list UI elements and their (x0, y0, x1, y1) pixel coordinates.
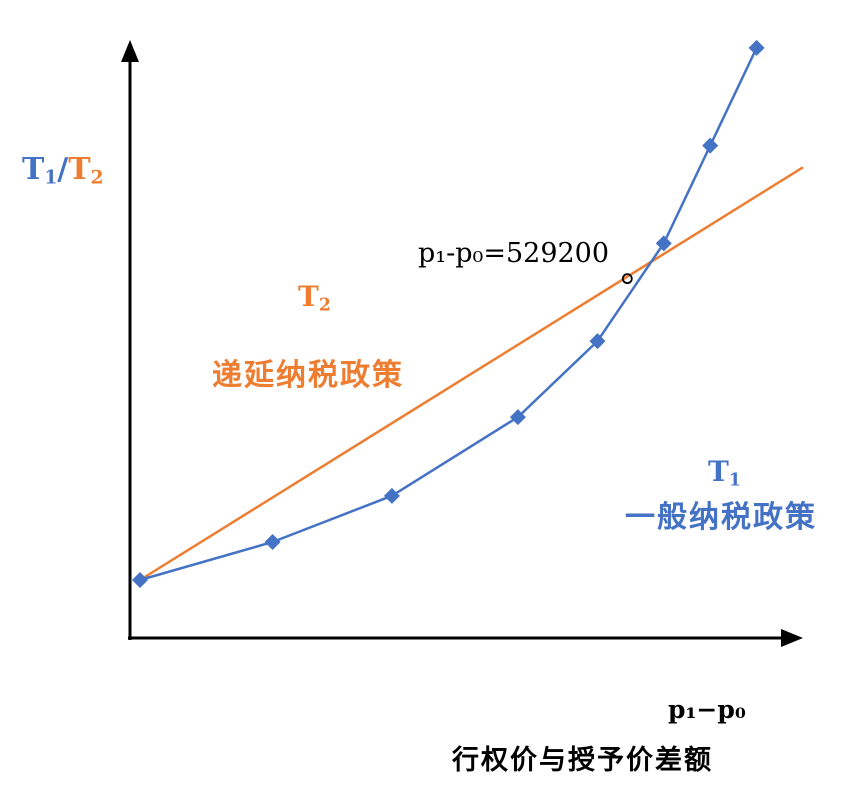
annotation-layer (621, 273, 633, 285)
data-point-t1-6 (702, 137, 719, 154)
y-label-separator: / (57, 152, 69, 187)
series-line-t1 (139, 47, 758, 582)
data-point-t1-5 (655, 235, 672, 252)
y-label-t1: T1 (22, 152, 58, 189)
data-point-t1-1 (264, 533, 281, 550)
intersection-annotation: p₁-p₀=529200 (418, 238, 610, 269)
y-label-t2: T2 (68, 152, 104, 189)
series-t2-symbol: T2 (298, 280, 331, 316)
series-layer (132, 39, 804, 588)
intersection-point-0 (621, 273, 633, 285)
series-line-t2 (139, 166, 804, 582)
x-axis-symbol-label: p₁−p₀ (668, 695, 746, 724)
y-axis-label: T1/T2 (22, 152, 104, 189)
x-axis-arrow (781, 629, 803, 647)
data-point-t1-2 (383, 487, 400, 504)
data-point-t1-7 (748, 39, 765, 56)
data-point-t1-0 (132, 572, 148, 588)
series-t1-symbol: T1 (708, 455, 741, 491)
data-point-t1-4 (589, 333, 606, 350)
series-t2-description: 递延纳税政策 (212, 358, 404, 393)
y-axis-arrow (121, 40, 139, 62)
data-point-t1-3 (509, 409, 526, 426)
series-t1-description: 一般纳税政策 (625, 500, 817, 535)
axes (121, 40, 803, 647)
x-axis-label: 行权价与授予价差额 (452, 745, 713, 776)
